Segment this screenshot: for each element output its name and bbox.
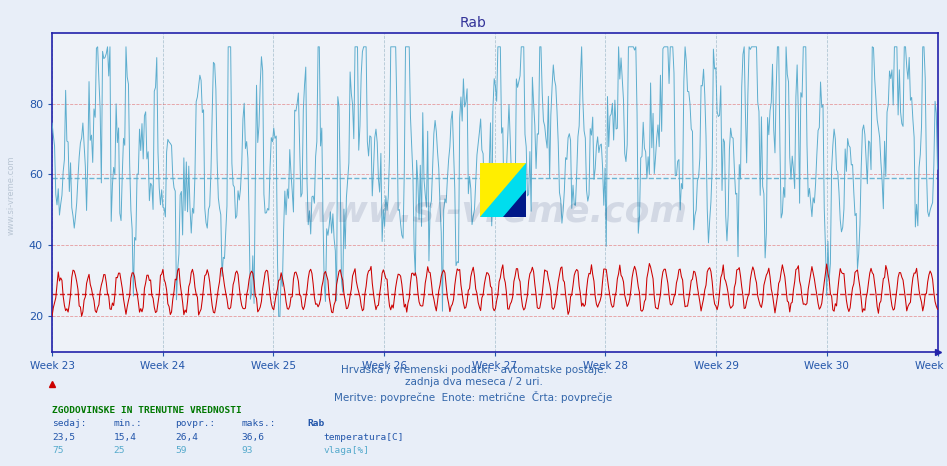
Text: zadnja dva meseca / 2 uri.: zadnja dva meseca / 2 uri. bbox=[404, 377, 543, 387]
Text: vlaga[%]: vlaga[%] bbox=[324, 446, 370, 455]
Text: sedaj:: sedaj: bbox=[52, 419, 86, 428]
Text: povpr.:: povpr.: bbox=[175, 419, 216, 428]
Text: 59: 59 bbox=[175, 446, 187, 455]
Text: 25: 25 bbox=[114, 446, 125, 455]
Polygon shape bbox=[480, 163, 526, 217]
Text: www.si-vreme.com: www.si-vreme.com bbox=[7, 156, 16, 235]
Polygon shape bbox=[503, 190, 526, 217]
Text: Meritve: povprečne  Enote: metrične  Črta: povprečje: Meritve: povprečne Enote: metrične Črta:… bbox=[334, 391, 613, 403]
Text: 23,5: 23,5 bbox=[52, 433, 75, 442]
Text: 36,6: 36,6 bbox=[241, 433, 264, 442]
Text: 75: 75 bbox=[52, 446, 63, 455]
Text: Rab: Rab bbox=[308, 419, 325, 428]
Text: maks.:: maks.: bbox=[241, 419, 276, 428]
Polygon shape bbox=[480, 163, 526, 217]
Text: ZGODOVINSKE IN TRENUTNE VREDNOSTI: ZGODOVINSKE IN TRENUTNE VREDNOSTI bbox=[52, 406, 241, 415]
Text: Rab: Rab bbox=[460, 16, 487, 30]
Text: 26,4: 26,4 bbox=[175, 433, 198, 442]
Text: www.si-vreme.com: www.si-vreme.com bbox=[302, 194, 688, 228]
Text: Hrvaška / vremenski podatki - avtomatske postaje.: Hrvaška / vremenski podatki - avtomatske… bbox=[341, 364, 606, 375]
Text: 93: 93 bbox=[241, 446, 253, 455]
Text: temperatura[C]: temperatura[C] bbox=[324, 433, 404, 442]
Text: 15,4: 15,4 bbox=[114, 433, 136, 442]
Text: min.:: min.: bbox=[114, 419, 142, 428]
